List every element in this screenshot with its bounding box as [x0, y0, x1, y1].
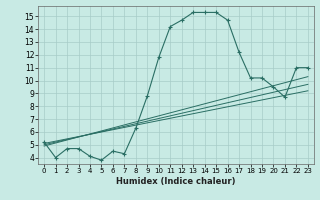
X-axis label: Humidex (Indice chaleur): Humidex (Indice chaleur) — [116, 177, 236, 186]
